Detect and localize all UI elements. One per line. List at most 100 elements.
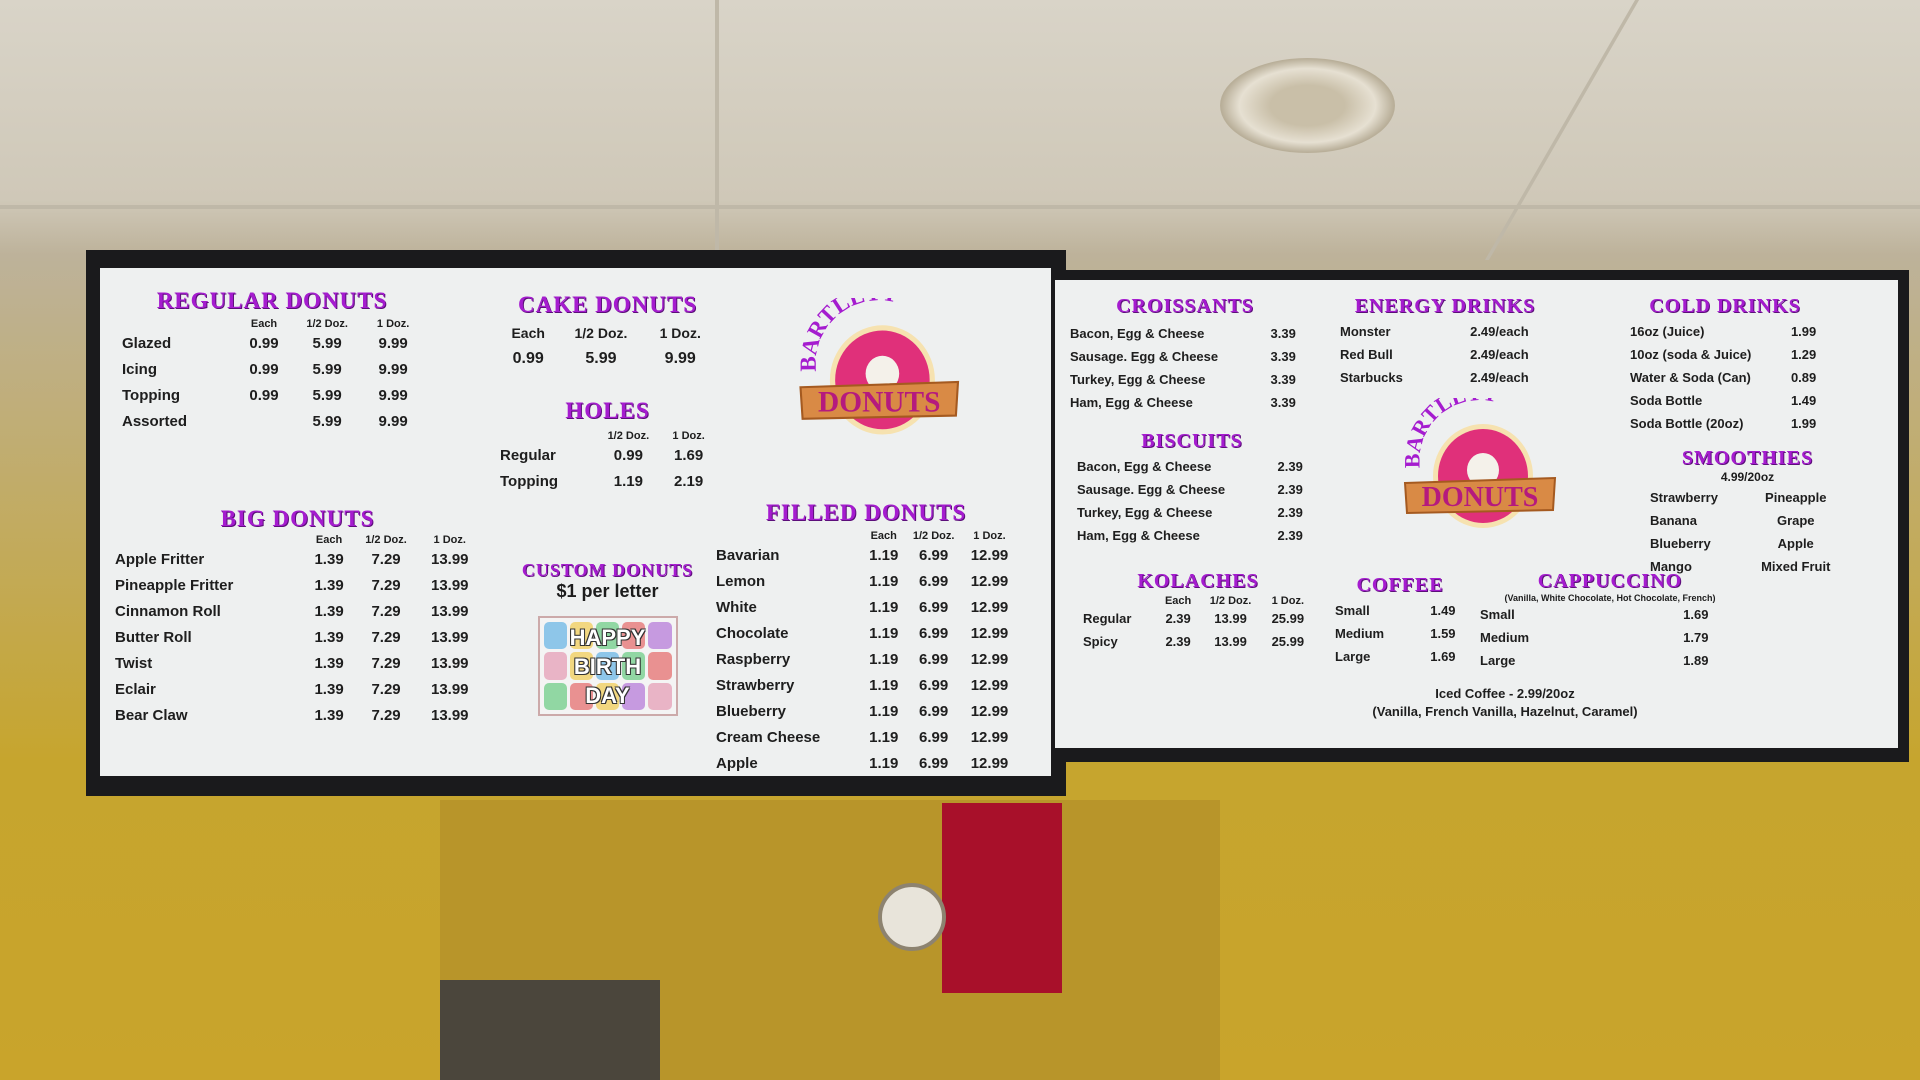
menu-item-row: Strawberry Pineapple	[1650, 486, 1845, 509]
red-banner	[942, 803, 1062, 993]
header-empty	[1083, 595, 1158, 607]
item-name: Small	[1480, 607, 1515, 622]
price-cell: 1.19	[869, 676, 899, 694]
price-cell: 3.39	[1270, 349, 1296, 364]
custom-donuts-photo-text: HAPPY BIRTH DAY	[569, 624, 646, 708]
price-cell: 13.99	[430, 628, 469, 646]
item-name: Apple	[716, 754, 758, 772]
price-cell: 1.79	[1683, 630, 1709, 645]
cold-drinks-section: COLD DRINKS 16oz (Juice) 1.99 10oz (soda & …	[1630, 295, 1820, 435]
price-cell: 1.59	[1430, 626, 1456, 641]
item-name: Cinnamon Roll	[115, 602, 221, 620]
price-cell: 5.99	[312, 360, 342, 378]
price-cell: 1.39	[314, 706, 344, 724]
holes-section: HOLES 1/2 Doz. 1 Doz. Regular 0.99 1.69 Toppin…	[500, 398, 715, 494]
column-header: 1/2 Doz.	[607, 430, 650, 442]
croissants-table: Bacon, Egg & Cheese 3.39 Sausage. Egg & Ch…	[1070, 322, 1300, 414]
biscuits-table: Bacon, Egg & Cheese 2.39 Sausage. Egg & Ch…	[1077, 455, 1307, 547]
item-name: Cream Cheese	[716, 728, 821, 746]
smoothies-section: SMOOTHIES 4.99/20oz Strawberry Pineapple Ban…	[1650, 447, 1845, 578]
menu-item-row: Blueberry 1.19 6.99 12.99	[716, 698, 1016, 724]
item-name: Pineapple	[1765, 490, 1827, 505]
price-cell: 1.99	[1790, 416, 1817, 431]
price-cell: 13.99	[1214, 611, 1247, 626]
menu-item-row: Pineapple Fritter 1.39 7.29 13.99	[115, 572, 480, 598]
column-header: Each	[870, 530, 897, 542]
header-empty	[115, 534, 306, 546]
menu-item-row: Icing 0.99 5.99 9.99	[122, 356, 422, 382]
menu-item-row: Spicy 2.39 13.99 25.99	[1083, 630, 1313, 653]
price-cell: 7.29	[371, 680, 401, 698]
ceiling-grid	[1484, 0, 1640, 260]
cappuccino-note: (Vanilla, White Chocolate, Hot Chocolate…	[1504, 593, 1716, 603]
price-cell: 2.49/each	[1470, 347, 1529, 362]
menu-item-row: Ham, Egg & Cheese 2.39	[1077, 524, 1307, 547]
price-cell: 13.99	[430, 550, 469, 568]
big-donuts-title: BIG DONUTS	[220, 506, 375, 531]
menu-item-row: Ham, Egg & Cheese 3.39	[1070, 391, 1300, 414]
price-cell: 3.39	[1270, 326, 1296, 341]
bartlett-donuts-logo: DONUTSBARTLETT	[1400, 398, 1557, 528]
cold-drinks-table: 16oz (Juice) 1.99 10oz (soda & Juice) 1.29 W…	[1630, 320, 1820, 435]
header-empty	[500, 430, 595, 442]
regular-donuts-table: Each 1/2 Doz. 1 Doz. Glazed 0.99 5.99 9.99 Icin…	[122, 318, 422, 434]
item-name: Bavarian	[716, 546, 780, 564]
item-name: Sausage. Egg & Cheese	[1077, 482, 1226, 497]
price-cell: 6.99	[919, 754, 949, 772]
cappuccino-section: CAPPUCCINO (Vanilla, White Chocolate, Hot…	[1480, 570, 1740, 672]
price-cell: 0.99	[249, 386, 279, 404]
item-name: Mixed Fruit	[1761, 559, 1831, 574]
energy-drinks-table: Monster 2.49/each Red Bull 2.49/each Starbuc…	[1340, 320, 1550, 389]
item-name: Soda Bottle (20oz)	[1630, 416, 1744, 431]
price-cell: 7.29	[371, 628, 401, 646]
energy-drinks-section: ENERGY DRINKS Monster 2.49/each Red Bull 2.4…	[1340, 295, 1550, 389]
price-cell: 0.99	[512, 350, 544, 367]
price-cell: 12.99	[970, 572, 1009, 590]
menu-item-row: Red Bull 2.49/each	[1340, 343, 1550, 366]
column-header: 1 Doz.	[659, 325, 701, 341]
menu-item-row: Bavarian 1.19 6.99 12.99	[716, 542, 1016, 568]
item-name: Strawberry	[1650, 490, 1718, 505]
filled-donuts-title: FILLED DONUTS	[765, 500, 967, 525]
price-cell: 2.49/each	[1470, 324, 1529, 339]
iced-coffee-note: Iced Coffee - 2.99/20oz (Vanilla, French …	[1295, 685, 1715, 721]
item-name: Soda Bottle	[1630, 393, 1703, 408]
custom-donuts-section: CUSTOM DONUTS $1 per letter HAPPY BIRTH DA…	[505, 560, 710, 716]
price-cell: 1.99	[1790, 324, 1817, 339]
price-cell: 13.99	[430, 680, 469, 698]
price-cell: 1.19	[869, 754, 899, 772]
item-name: Small	[1335, 603, 1370, 618]
iced-coffee-price: Iced Coffee - 2.99/20oz	[1435, 686, 1575, 701]
wall-clock-icon	[878, 883, 946, 951]
item-name: Blueberry	[1650, 536, 1711, 551]
column-header: Each	[1164, 595, 1192, 607]
coffee-title: COFFEE	[1356, 574, 1444, 596]
kolaches-table: Each 1/2 Doz. 1 Doz. Regular 2.39 13.99 25.99 S…	[1083, 595, 1313, 653]
column-header: 1/2 Doz.	[365, 534, 407, 546]
price-cell: 0.89	[1790, 370, 1817, 385]
ceiling-grid	[715, 0, 719, 250]
menu-item-row: Medium 1.79	[1480, 626, 1740, 649]
price-cell: 13.99	[1214, 634, 1247, 649]
kolaches-section: KOLACHES Each 1/2 Doz. 1 Doz. Regular 2.39 13.…	[1083, 570, 1313, 653]
item-name: Bear Claw	[115, 706, 188, 724]
filled-donuts-section: FILLED DONUTS Each 1/2 Doz. 1 Doz. Bavarian 1…	[716, 500, 1016, 776]
menu-item-row: Banana Grape	[1650, 509, 1845, 532]
price-cell: 0.99	[613, 446, 643, 464]
price-cell: 1.39	[314, 628, 344, 646]
price-cell: 25.99	[1271, 634, 1305, 649]
price-cell: 1.39	[314, 602, 344, 620]
item-name: Large	[1480, 653, 1516, 668]
price-cell: 12.99	[970, 728, 1009, 746]
price-cell: 12.99	[970, 624, 1009, 642]
price-cell: 3.39	[1270, 372, 1296, 387]
item-name: Assorted	[122, 412, 188, 430]
price-cell: 5.99	[312, 386, 342, 404]
item-name: 16oz (Juice)	[1630, 324, 1705, 339]
price-cell: 2.39	[1165, 611, 1191, 626]
price-cell: 6.99	[919, 650, 949, 668]
price-cell: 0.99	[249, 334, 279, 352]
price-cell: 6.99	[919, 546, 949, 564]
regular-donuts-title: REGULAR DONUTS	[156, 288, 388, 313]
menu-item-row: Sausage. Egg & Cheese 2.39	[1077, 478, 1307, 501]
